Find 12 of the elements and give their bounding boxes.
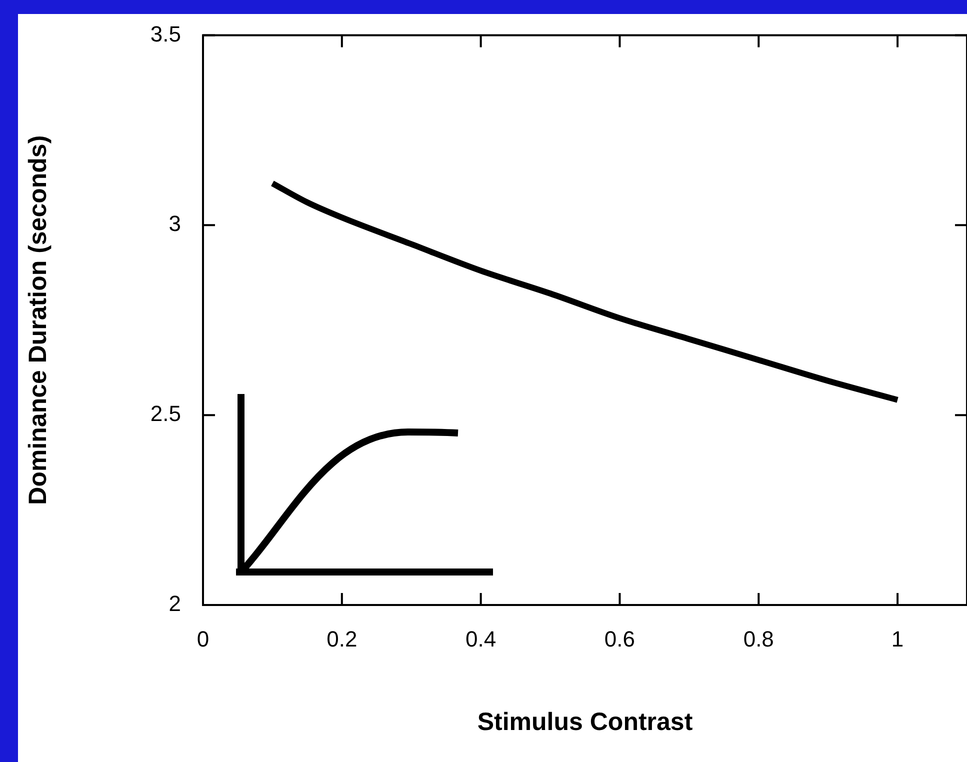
y-tick-label: 3 — [168, 211, 181, 236]
x-tick-label: 0.8 — [743, 626, 774, 652]
x-tick-label: 0 — [196, 626, 210, 652]
y-tick-label: 2 — [168, 591, 181, 616]
x-axis-title: Stimulus Contrast — [477, 708, 694, 736]
x-tick-label: 0.4 — [466, 626, 496, 652]
y-axis-title: Dominance Duration (seconds) — [24, 135, 52, 505]
x-tick-label: 1 — [891, 626, 904, 652]
x-tick-label: 0.6 — [604, 626, 636, 652]
y-tick-label: 2.5 — [150, 401, 181, 426]
y-tick-label: 3.5 — [150, 21, 181, 46]
x-tick-label: 0.2 — [326, 626, 358, 652]
